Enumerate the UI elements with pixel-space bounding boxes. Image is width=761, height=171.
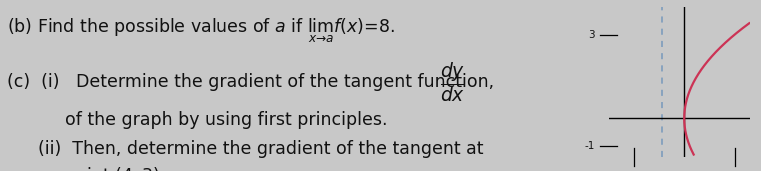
Text: (b) Find the possible values of $a$ if $\lim_{x \to a} f(x) = 8.$: (b) Find the possible values of $a$ if $… bbox=[7, 17, 395, 45]
Text: point $(4, 3)$.: point $(4, 3)$. bbox=[65, 165, 165, 171]
Text: -1: -1 bbox=[584, 141, 595, 151]
Text: $\dfrac{dy}{dx}$: $\dfrac{dy}{dx}$ bbox=[440, 60, 465, 104]
Text: of the graph by using first principles.: of the graph by using first principles. bbox=[65, 111, 387, 129]
Text: 3: 3 bbox=[588, 30, 595, 40]
Text: (c)  (i)   Determine the gradient of the tangent function,: (c) (i) Determine the gradient of the ta… bbox=[7, 73, 494, 91]
Text: (ii)  Then, determine the gradient of the tangent at: (ii) Then, determine the gradient of the… bbox=[37, 140, 483, 158]
